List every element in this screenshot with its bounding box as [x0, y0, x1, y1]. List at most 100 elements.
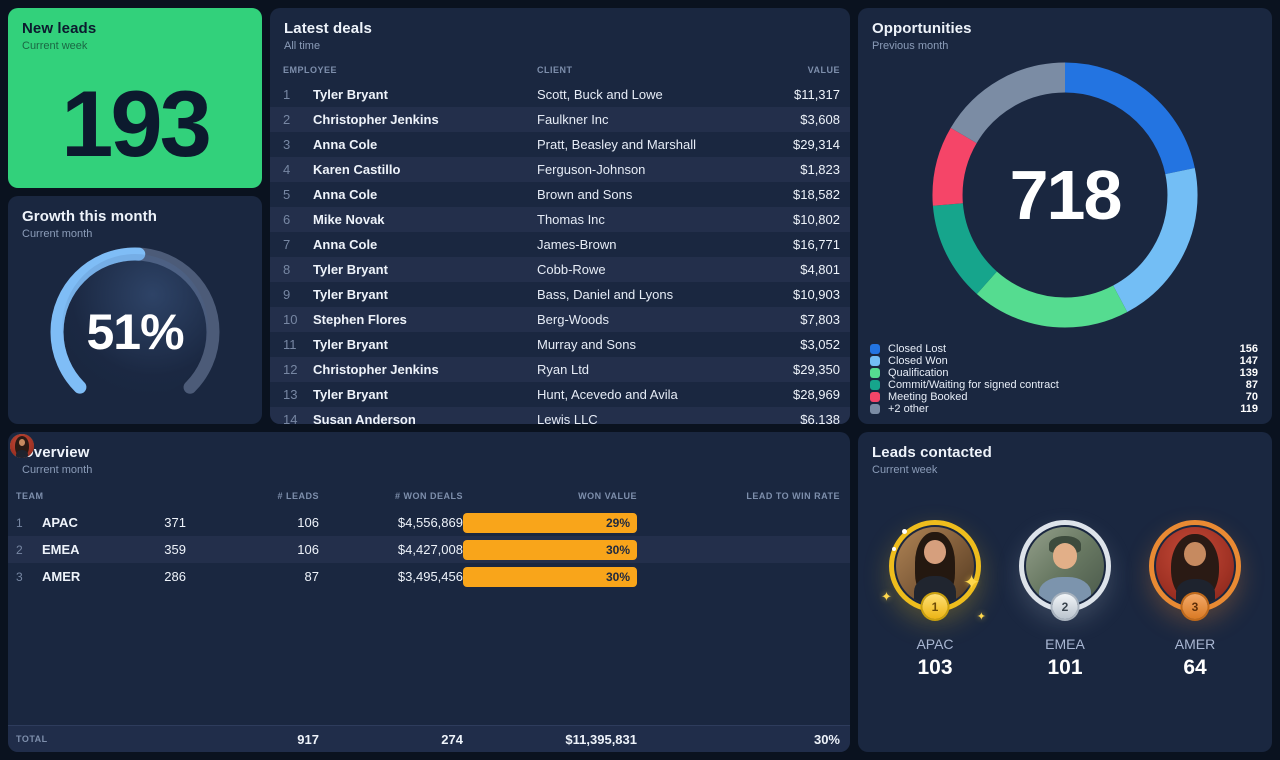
- total-won-value: $11,395,831: [565, 731, 637, 747]
- deal-employee: Tyler Bryant: [313, 262, 388, 277]
- table-row[interactable]: 9 Tyler Bryant Bass, Daniel and Lyons $1…: [270, 282, 850, 307]
- overview-total-row: TOTAL 917 274 $11,395,831 30%: [8, 725, 850, 752]
- total-won-deals: 274: [441, 731, 463, 747]
- legend-swatch: [870, 344, 880, 354]
- card-subtitle: Current week: [22, 40, 88, 52]
- col-value: VALUE: [807, 65, 840, 75]
- legend-item[interactable]: Meeting Booked 70: [870, 391, 1258, 403]
- rank-medal: 1: [922, 594, 948, 619]
- legend-item[interactable]: +2 other 119: [870, 403, 1258, 415]
- team-rank: 1: [16, 515, 23, 530]
- gauge-percent: 51%: [86, 304, 184, 360]
- deal-client: Thomas Inc: [537, 212, 605, 227]
- deal-rank: 14: [283, 412, 298, 424]
- new-leads-card: New leads Current week 193: [8, 8, 262, 188]
- col-won-deals: # WON DEALS: [394, 491, 463, 501]
- team-label: AMER: [1174, 636, 1216, 652]
- team-rank: 2: [16, 542, 23, 557]
- table-row[interactable]: 11 Tyler Bryant Murray and Sons $3,052: [270, 332, 850, 357]
- col-lead-to-win-rate: LEAD TO WIN RATE: [746, 491, 840, 501]
- deal-rank: 2: [283, 112, 291, 127]
- legend-item[interactable]: Commit/Waiting for signed contract 87: [870, 379, 1258, 391]
- team-won-deals: 87: [304, 569, 319, 584]
- legend-value: 156: [1239, 343, 1258, 355]
- table-row[interactable]: 7 Anna Cole James-Brown $16,771: [270, 232, 850, 257]
- legend-swatch: [870, 392, 880, 402]
- deal-employee: Mike Novak: [313, 212, 385, 227]
- table-row[interactable]: 8 Tyler Bryant Cobb-Rowe $4,801: [270, 257, 850, 282]
- deal-value: $29,350: [793, 362, 840, 377]
- rank-medal: 2: [1052, 594, 1078, 619]
- deal-value: $11,317: [793, 87, 840, 102]
- table-row[interactable]: 3 Anna Cole Pratt, Beasley and Marshall …: [270, 132, 850, 157]
- table-row[interactable]: 14 Susan Anderson Lewis LLC $6,138: [270, 407, 850, 424]
- total-label: TOTAL: [16, 734, 48, 744]
- legend-label: Commit/Waiting for signed contract: [888, 379, 1059, 391]
- team-won-value: $3,495,456: [397, 569, 463, 584]
- deal-value: $18,582: [793, 187, 840, 202]
- table-row[interactable]: 4 Karen Castillo Ferguson-Johnson $1,823: [270, 157, 850, 182]
- table-row[interactable]: 12 Christopher Jenkins Ryan Ltd $29,350: [270, 357, 850, 382]
- deal-rank: 8: [283, 262, 291, 277]
- deal-rank: 12: [283, 362, 298, 377]
- deal-client: Lewis LLC: [537, 412, 598, 424]
- legend-value: 119: [1240, 403, 1258, 415]
- growth-gauge: 51%: [35, 240, 235, 412]
- table-row[interactable]: 1 Tyler Bryant Scott, Buck and Lowe $11,…: [270, 82, 850, 107]
- team-won-value: $4,556,869: [397, 515, 463, 530]
- legend-label: Closed Lost: [888, 343, 947, 355]
- overview-table-body: 1 APAC 371 106 $4,556,869 29% 2 EMEA 359…: [8, 434, 850, 590]
- legend-item[interactable]: Closed Lost 156: [870, 343, 1258, 355]
- total-rate: 30%: [813, 731, 840, 747]
- deal-employee: Anna Cole: [313, 187, 378, 202]
- team-leads: 286: [164, 569, 186, 584]
- team-leads: 359: [164, 542, 186, 557]
- table-row[interactable]: 10 Stephen Flores Berg-Woods $7,803: [270, 307, 850, 332]
- legend-swatch: [870, 380, 880, 390]
- deals-table-body: 1 Tyler Bryant Scott, Buck and Lowe $11,…: [270, 82, 850, 424]
- deal-rank: 11: [283, 337, 297, 352]
- card-subtitle: Current month: [22, 464, 93, 476]
- deal-employee: Tyler Bryant: [313, 337, 388, 352]
- deal-employee: Tyler Bryant: [313, 87, 388, 102]
- sparkle-icon: ✦: [881, 589, 892, 604]
- deal-client: Hunt, Acevedo and Avila: [537, 387, 678, 402]
- deal-rank: 9: [283, 287, 291, 302]
- rate-value: 30%: [605, 569, 630, 584]
- legend-item[interactable]: Closed Won 147: [870, 355, 1258, 367]
- deal-client: Scott, Buck and Lowe: [537, 87, 663, 102]
- table-row[interactable]: 13 Tyler Bryant Hunt, Acevedo and Avila …: [270, 382, 850, 407]
- table-row[interactable]: 1 APAC 371 106 $4,556,869 29%: [8, 434, 850, 536]
- deal-value: $7,803: [800, 312, 840, 327]
- col-leads: # LEADS: [277, 491, 319, 501]
- deal-client: Bass, Daniel and Lyons: [537, 287, 674, 302]
- avatar: [1026, 527, 1104, 605]
- legend-value: 70: [1245, 391, 1258, 403]
- deal-rank: 1: [283, 87, 291, 102]
- table-row[interactable]: 5 Anna Cole Brown and Sons $18,582: [270, 182, 850, 207]
- team-leads: 371: [164, 515, 186, 530]
- table-row[interactable]: 6 Mike Novak Thomas Inc $10,802: [270, 207, 850, 232]
- total-leads: 917: [297, 731, 319, 747]
- opportunities-donut: 718: [924, 54, 1206, 336]
- deal-value: $3,052: [800, 337, 840, 352]
- deal-value: $4,801: [800, 262, 840, 277]
- rate-bar-cell: 29%: [463, 512, 637, 533]
- opportunities-card: Opportunities Previous month 718 Closed …: [858, 8, 1272, 424]
- leads-ranking: ✦ ✦ ✦ 1 APAC 103 ✦ ✦ ✦ 2 EMEA 101 ✦: [858, 520, 1272, 680]
- table-row[interactable]: 2 Christopher Jenkins Faulkner Inc $3,60…: [270, 107, 850, 132]
- deal-value: $10,802: [793, 212, 840, 227]
- card-subtitle: Current month: [22, 228, 93, 240]
- deal-employee: Anna Cole: [313, 237, 378, 252]
- legend-item[interactable]: Qualification 139: [870, 367, 1258, 379]
- sparkle-icon: ✦: [963, 572, 980, 594]
- deal-value: $29,314: [793, 137, 840, 152]
- lead-to-win-rate-bar: 30%: [463, 566, 637, 587]
- team-name: APAC: [42, 515, 78, 530]
- table-row[interactable]: 2 EMEA 359 106 $4,427,008 30%: [8, 434, 850, 563]
- table-row[interactable]: 3 AMER 286 87 $3,495,456 30%: [8, 434, 850, 590]
- gauge-chart: [50, 247, 220, 412]
- card-subtitle: Current week: [872, 464, 938, 476]
- deal-employee: Karen Castillo: [313, 162, 401, 177]
- team-won-value: $4,427,008: [397, 542, 463, 557]
